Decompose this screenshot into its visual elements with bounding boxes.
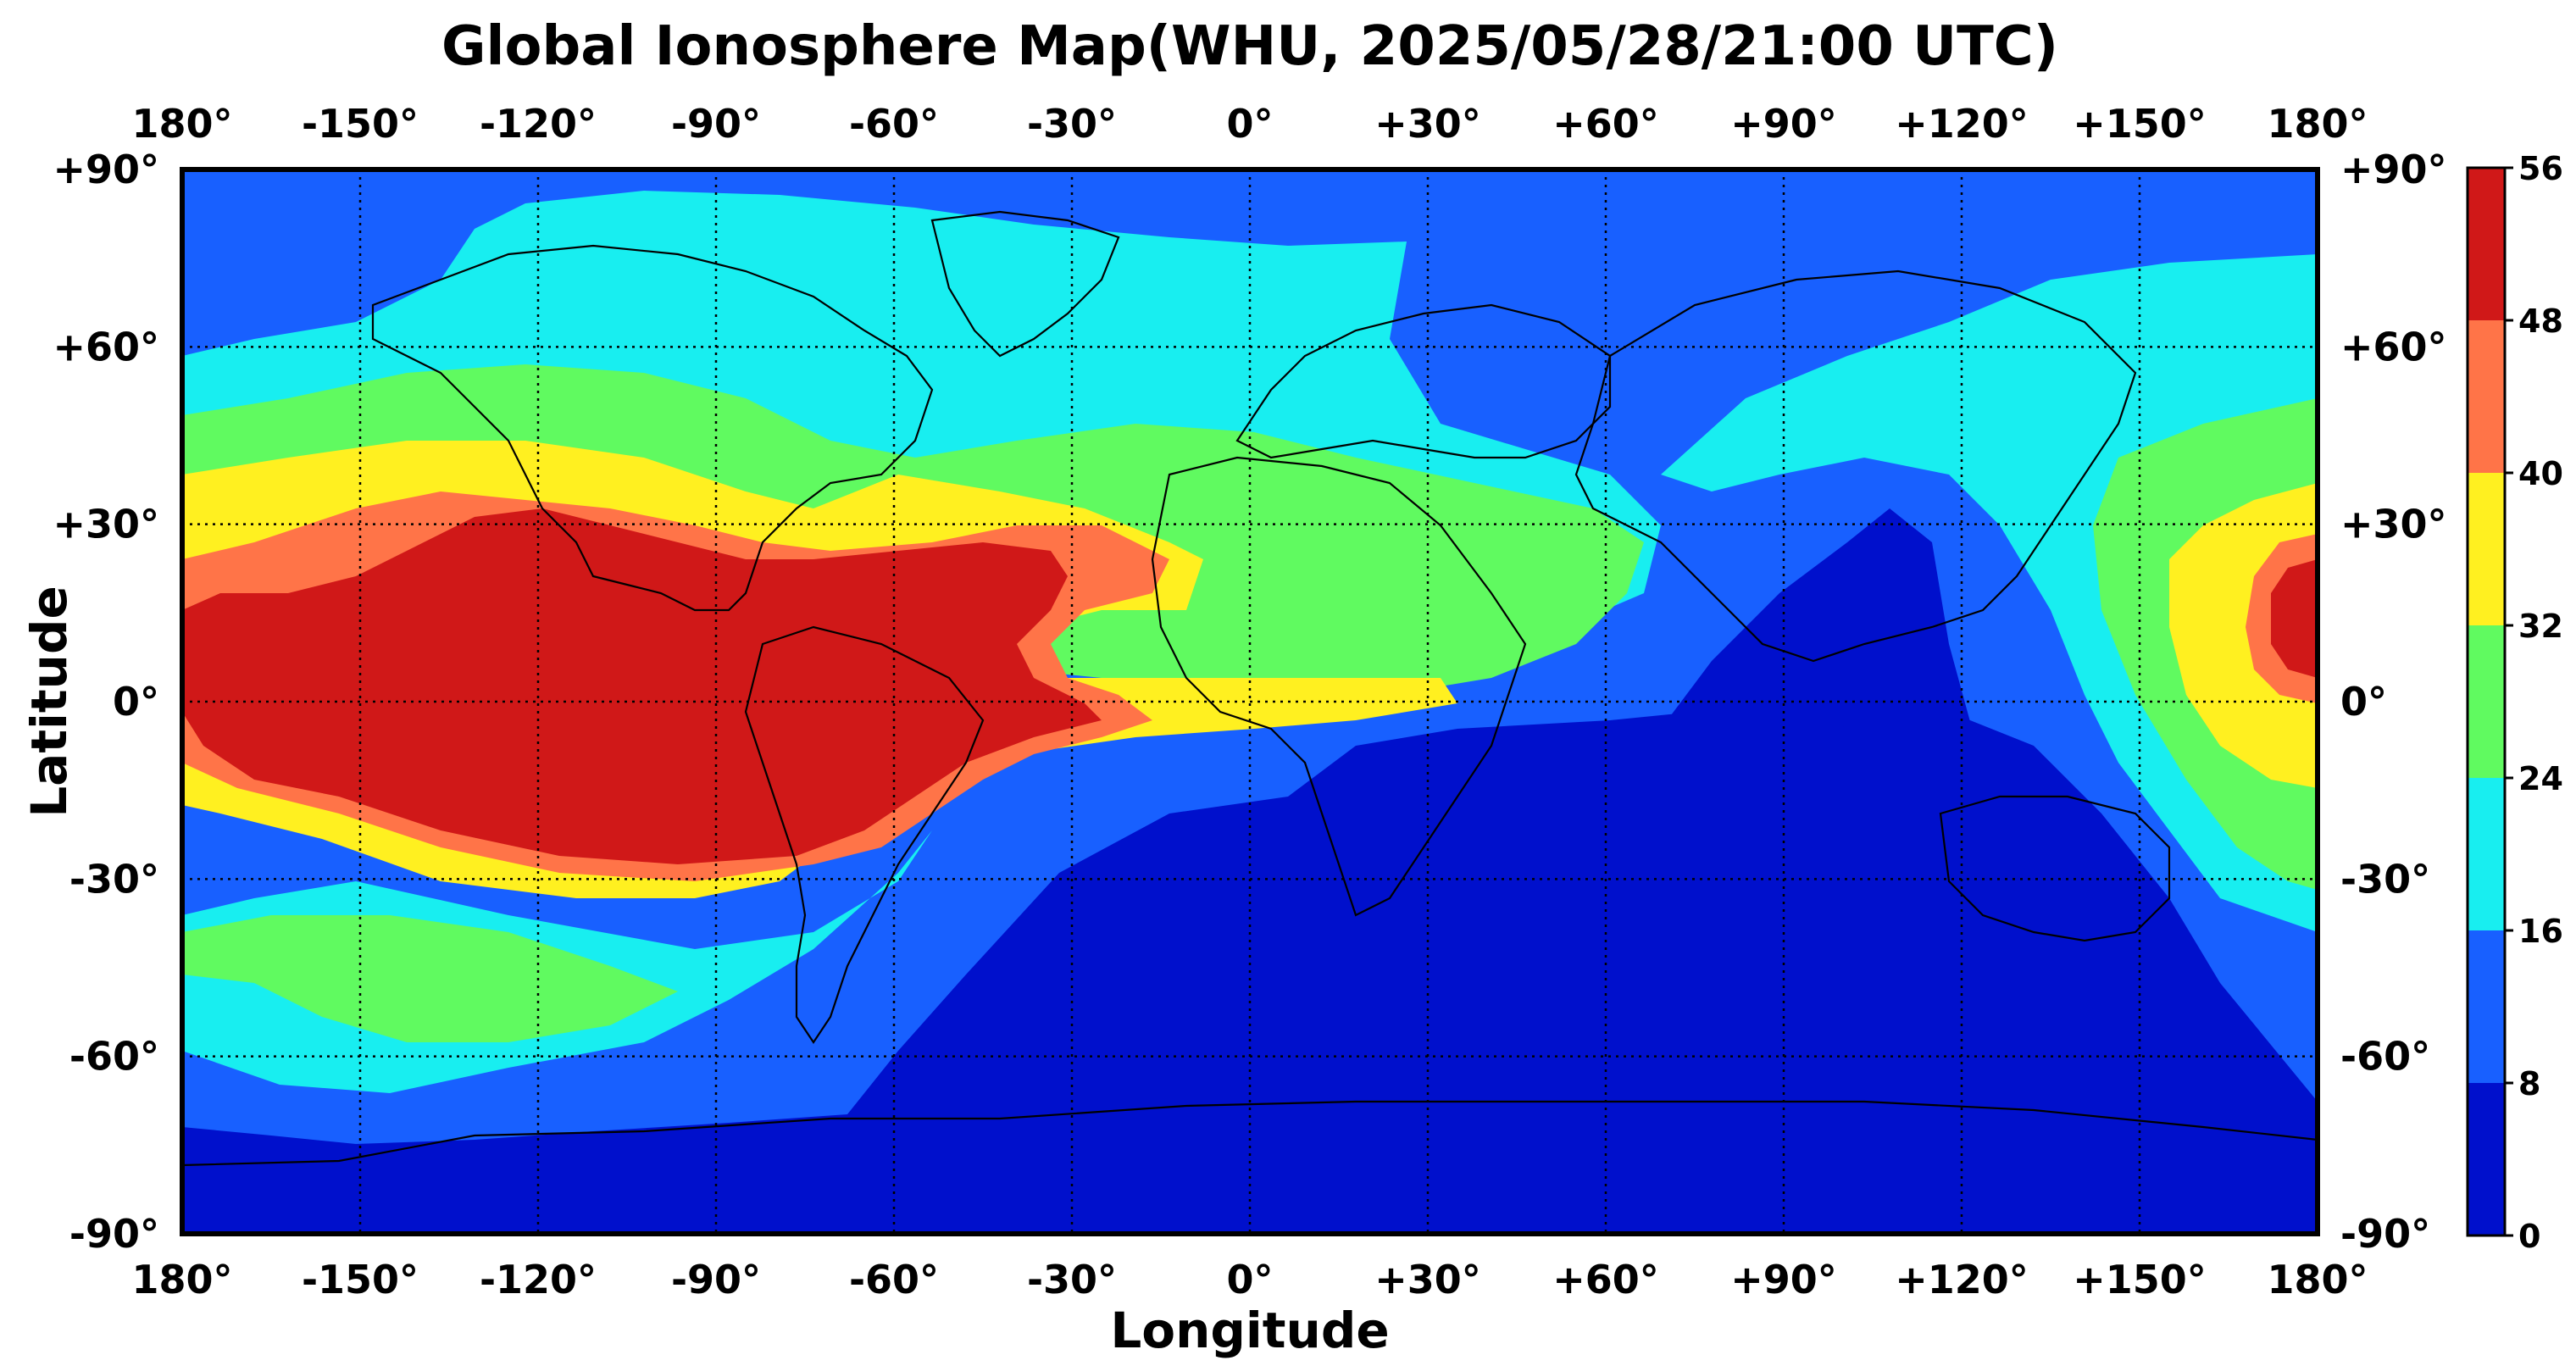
colorbar-label: 0 <box>2518 1218 2540 1255</box>
colorbar-labels: 56 48 40 32 24 16 8 0 <box>2518 150 2563 1255</box>
colorbar-frame <box>2466 166 2507 1237</box>
lon-tick-bottom: 180° <box>131 1257 232 1302</box>
chart-title: Global Ionosphere Map(WHU, 2025/05/28/21… <box>441 15 2058 78</box>
lon-tick-bottom: +150° <box>2073 1257 2207 1302</box>
tec-map-area <box>182 169 2318 1234</box>
colorbar-label: 56 <box>2518 150 2563 187</box>
lon-tick-bottom: -90° <box>671 1257 761 1302</box>
colorbar-label: 8 <box>2518 1065 2540 1102</box>
band-48-56-east <box>2271 559 2318 678</box>
colorbar-label: 48 <box>2518 303 2563 340</box>
lon-tick-top: 180° <box>2267 101 2368 147</box>
longitude-ticks-bottom: 180° -150° -120° -90° -60° -30° 0° +30° +60° +90°… <box>131 1257 2368 1302</box>
colorbar-label: 40 <box>2518 455 2563 492</box>
lat-tick-right: -60° <box>2340 1034 2430 1080</box>
lat-tick-right: 0° <box>2340 679 2387 725</box>
colorbar-segment <box>2468 1083 2505 1236</box>
lon-tick-bottom: -30° <box>1027 1257 1117 1302</box>
lon-tick-top: -90° <box>671 101 761 147</box>
lon-tick-bottom: -60° <box>849 1257 939 1302</box>
lat-tick-right: +60° <box>2340 324 2447 369</box>
lat-tick-left: +90° <box>53 147 159 192</box>
band-24-32-south <box>182 915 678 1042</box>
lon-tick-top: +150° <box>2073 101 2207 147</box>
colorbar-label: 16 <box>2518 913 2563 950</box>
lon-tick-top: -60° <box>849 101 939 147</box>
map-frame <box>180 167 2320 1236</box>
colorbar-segment <box>2468 625 2505 778</box>
lon-tick-top: -120° <box>480 101 597 147</box>
lon-tick-bottom: 0° <box>1226 1257 1273 1302</box>
lon-tick-bottom: 180° <box>2267 1257 2368 1302</box>
lon-tick-bottom: -120° <box>480 1257 597 1302</box>
lat-tick-left: -30° <box>69 856 159 902</box>
band-16-24-north-east <box>1661 254 2318 932</box>
y-axis-label: Latitude <box>20 586 78 818</box>
lon-tick-top: 0° <box>1226 101 1273 147</box>
lat-tick-right: +90° <box>2340 147 2447 192</box>
lon-tick-top: +120° <box>1895 101 2029 147</box>
colorbar-segment <box>2468 320 2505 473</box>
coastlines <box>182 210 2318 1167</box>
band-48-56 <box>182 508 1102 864</box>
band-0-8-east-asia <box>1661 508 1974 746</box>
lat-tick-left: -90° <box>69 1211 159 1257</box>
lon-tick-top: +60° <box>1552 101 1659 147</box>
latitude-ticks-right: +90° +60° +30° 0° -30° -60° -90° <box>2340 147 2447 1257</box>
lat-tick-right: -30° <box>2340 856 2430 902</box>
lon-tick-bottom: +30° <box>1374 1257 1481 1302</box>
lat-tick-left: +30° <box>53 502 159 547</box>
lat-tick-left: -60° <box>69 1034 159 1080</box>
longitude-ticks-top: 180° -150° -120° -90° -60° -30° 0° +30° +60° +90°… <box>131 101 2368 147</box>
lon-tick-top: +90° <box>1730 101 1837 147</box>
colorbar-segment <box>2468 930 2505 1083</box>
colorbar-segment <box>2468 168 2505 320</box>
latitude-ticks-left: +90° +60° +30° 0° -30° -60° -90° <box>53 147 159 1257</box>
lon-tick-top: -150° <box>302 101 419 147</box>
colorbar-segment <box>2468 473 2505 625</box>
lon-tick-top: 180° <box>131 101 232 147</box>
map-grid <box>182 169 2318 1234</box>
colorbar-segment <box>2468 778 2505 930</box>
lon-tick-top: +30° <box>1374 101 1481 147</box>
lat-tick-right: +30° <box>2340 502 2447 547</box>
lat-tick-left: +60° <box>53 324 159 369</box>
lon-tick-top: -30° <box>1027 101 1117 147</box>
lon-tick-bottom: +90° <box>1730 1257 1837 1302</box>
lon-tick-bottom: +120° <box>1895 1257 2029 1302</box>
lon-tick-bottom: -150° <box>302 1257 419 1302</box>
colorbar-label: 24 <box>2518 760 2563 797</box>
lat-tick-right: -90° <box>2340 1211 2430 1257</box>
lat-tick-left: 0° <box>113 679 159 725</box>
x-axis-label: Longitude <box>1110 1302 1389 1359</box>
lon-tick-bottom: +60° <box>1552 1257 1659 1302</box>
colorbar-label: 32 <box>2518 608 2563 645</box>
colorbar <box>2466 166 2513 1237</box>
